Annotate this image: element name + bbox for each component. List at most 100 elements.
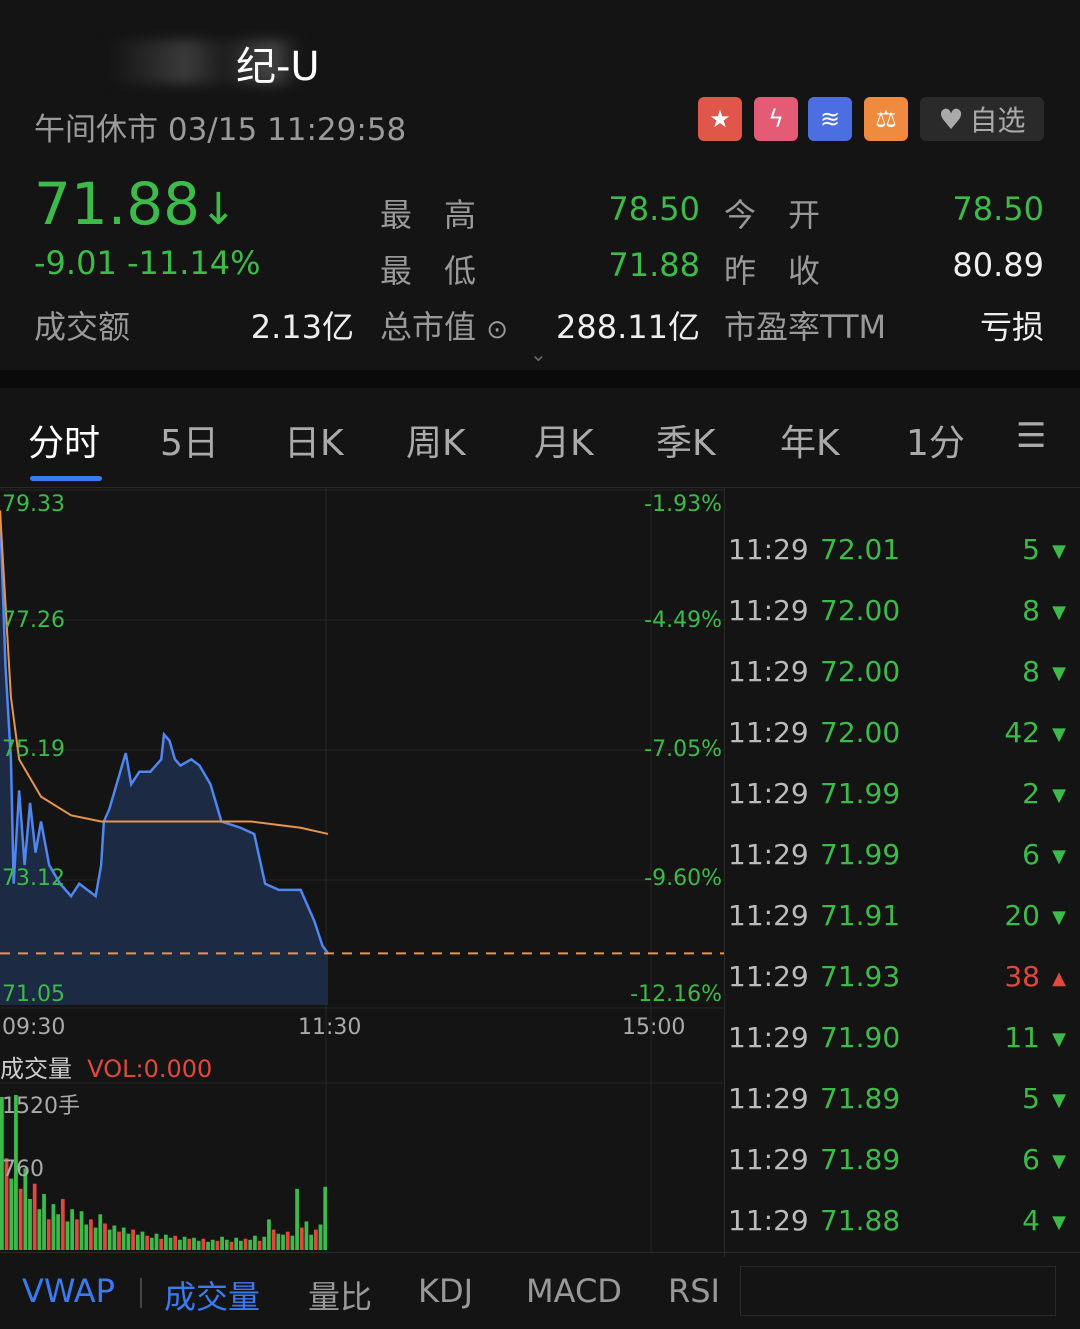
triangle-down-icon: ▼ [1052, 602, 1066, 623]
stock-title: 纪-U [236, 44, 320, 90]
volume-bar [117, 1231, 121, 1250]
volume-bar [121, 1227, 126, 1250]
market-cap-label[interactable]: 总市值 ⊙ [380, 308, 508, 346]
trade-price: 71.89 [820, 1143, 901, 1176]
divider [0, 487, 1080, 488]
volume-bar [173, 1235, 178, 1250]
divider [724, 487, 725, 1257]
volume-bar [323, 1186, 328, 1250]
volume-bar [60, 1199, 65, 1250]
trade-time: 11:29 [728, 899, 809, 932]
volume-bar [276, 1233, 281, 1250]
volume-bar [168, 1237, 173, 1250]
volume-bar [206, 1241, 210, 1250]
triangle-down-icon: ▼ [1052, 1029, 1066, 1050]
trade-time: 11:29 [728, 1143, 809, 1176]
trade-row: 11:29 71.91 20 ▼ [728, 899, 1066, 939]
volume-bar [28, 1199, 32, 1250]
volume-bar [103, 1223, 107, 1250]
price-area [0, 510, 328, 1005]
volume-bar [0, 1097, 4, 1250]
triangle-down-icon: ▼ [1052, 785, 1066, 806]
low-value: 71.88 [608, 246, 700, 284]
expand-chevron-icon[interactable]: ⌄ [530, 342, 547, 366]
chart-settings-icon[interactable]: ☰ [1016, 416, 1047, 456]
indicator-tab-5[interactable]: RSI [668, 1272, 720, 1310]
tab-4[interactable]: 月K [534, 423, 594, 464]
trade-volume: 6 [1022, 1143, 1040, 1176]
triangle-down-icon: ▼ [1052, 1212, 1066, 1233]
active-tab-indicator [30, 476, 102, 481]
volume-bar [126, 1233, 131, 1250]
trade-volume: 11 [1004, 1021, 1040, 1054]
trade-price: 71.99 [820, 777, 901, 810]
intraday-chart[interactable] [0, 487, 724, 1257]
indicator-tab-2[interactable]: 量比 [308, 1278, 373, 1316]
volume-tick: 760 [2, 1157, 44, 1182]
triangle-down-icon: ▼ [1052, 541, 1066, 562]
volume-bar [295, 1188, 299, 1250]
volume-bar [267, 1219, 271, 1250]
time-label: 15:00 [622, 1015, 686, 1040]
cn-flag-icon[interactable]: ★ [698, 97, 742, 141]
vwap-line [0, 510, 329, 835]
trade-row: 11:29 71.99 6 ▼ [728, 838, 1066, 878]
trade-row: 11:29 71.89 6 ▼ [728, 1143, 1066, 1183]
tab-5[interactable]: 季K [656, 423, 716, 464]
volume-bar [37, 1209, 42, 1250]
indicator-tab-1[interactable]: 成交量 [164, 1278, 261, 1316]
open-value: 78.50 [952, 190, 1044, 228]
trade-row: 11:29 72.01 5 ▼ [728, 533, 1066, 573]
volume-bar [14, 1095, 18, 1250]
volume-bar [145, 1235, 150, 1250]
trade-volume: 2 [1022, 777, 1040, 810]
volume-bar [290, 1235, 295, 1250]
volume-bar [4, 1158, 9, 1250]
left-axis-label: 71.05 [2, 982, 65, 1007]
trade-time: 11:29 [728, 594, 809, 627]
down-arrow-icon: ↓ [200, 184, 237, 235]
right-axis-label: -12.16% [630, 982, 722, 1007]
tab-7[interactable]: 1分 [906, 423, 965, 464]
margin-icon[interactable]: ϟ [754, 97, 798, 141]
blurred-title [110, 40, 300, 84]
right-axis-label: -7.05% [644, 737, 722, 762]
trade-price: 71.88 [820, 1204, 901, 1237]
volume-bar [84, 1224, 89, 1250]
pe-label: 市盈率TTM [724, 308, 887, 346]
volume-bar [262, 1236, 267, 1250]
volume-bar [65, 1221, 70, 1250]
volume-bar [135, 1234, 140, 1250]
volume-bar [238, 1240, 243, 1250]
volume-bar [42, 1193, 46, 1250]
trade-price: 71.90 [820, 1021, 901, 1054]
tab-1[interactable]: 5日 [160, 423, 219, 464]
indicator-tab-4[interactable]: MACD [526, 1272, 622, 1310]
tab-6[interactable]: 年K [780, 423, 840, 464]
volume-bar [220, 1236, 224, 1250]
indicator-tab-3[interactable]: KDJ [418, 1272, 474, 1310]
tab-2[interactable]: 日K [284, 423, 344, 464]
trade-time: 11:29 [728, 838, 809, 871]
right-axis-label: -4.49% [644, 608, 722, 633]
volume-bar [187, 1238, 192, 1250]
tab-0[interactable]: 分时 [28, 423, 101, 464]
market-status: 午间休市 03/15 11:29:58 [34, 112, 407, 148]
volume-bar [32, 1183, 37, 1250]
volume-bar [46, 1219, 51, 1250]
trade-row: 11:29 72.00 8 ▼ [728, 594, 1066, 634]
tab-3[interactable]: 周K [406, 423, 466, 464]
indicator-tab-0[interactable]: VWAP [22, 1272, 115, 1310]
trade-price: 72.00 [820, 594, 901, 627]
balance-icon[interactable]: ⚖ [864, 97, 908, 141]
volume-bar [243, 1238, 248, 1250]
trade-row: 11:29 72.00 42 ▼ [728, 716, 1066, 756]
volume-bar [159, 1238, 164, 1250]
favorite-button[interactable]: ♥ 自选 [920, 97, 1044, 141]
coins-icon[interactable]: ≋ [808, 97, 852, 141]
triangle-up-icon: ▲ [1052, 968, 1066, 989]
volume-bar [98, 1214, 103, 1250]
trade-price: 71.93 [820, 960, 901, 993]
trade-price: 72.01 [820, 533, 901, 566]
divider [0, 1252, 1080, 1253]
